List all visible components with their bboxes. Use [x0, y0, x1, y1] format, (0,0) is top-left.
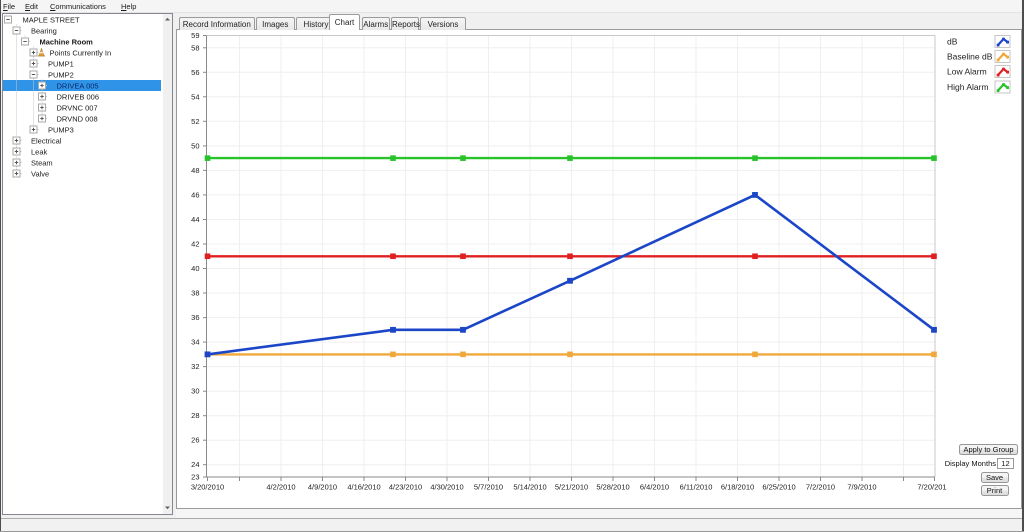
svg-text:34: 34	[191, 338, 199, 347]
svg-text:6/18/2010: 6/18/2010	[721, 483, 754, 492]
svg-text:4/9/2010: 4/9/2010	[308, 483, 337, 492]
svg-text:6/11/2010: 6/11/2010	[680, 483, 713, 492]
svg-text:4/16/2010: 4/16/2010	[347, 483, 380, 492]
svg-text:Baseline dB: Baseline dB	[947, 52, 993, 62]
svg-text:56: 56	[191, 68, 199, 77]
svg-text:46: 46	[191, 190, 199, 199]
svg-text:7/20/201: 7/20/201	[917, 483, 946, 492]
svg-text:6/25/2010: 6/25/2010	[762, 483, 795, 492]
svg-text:Electrical: Electrical	[31, 136, 62, 145]
svg-text:42: 42	[191, 240, 199, 249]
svg-text:28: 28	[191, 411, 199, 420]
svg-text:5/21/2010: 5/21/2010	[555, 483, 588, 492]
svg-text:dB: dB	[947, 37, 958, 47]
svg-text:59: 59	[191, 31, 199, 40]
svg-text:26: 26	[191, 436, 199, 445]
svg-text:54: 54	[191, 92, 199, 101]
svg-text:36: 36	[191, 313, 199, 322]
svg-text:High Alarm: High Alarm	[947, 82, 989, 92]
svg-text:DRIVEA 005: DRIVEA 005	[57, 81, 99, 90]
svg-text:DRVND 008: DRVND 008	[57, 114, 98, 123]
svg-text:38: 38	[191, 289, 199, 298]
svg-text:32: 32	[191, 362, 199, 371]
svg-text:PUMP1: PUMP1	[48, 59, 74, 68]
svg-text:30: 30	[191, 387, 199, 396]
svg-text:Bearing: Bearing	[31, 26, 57, 35]
svg-text:5/14/2010: 5/14/2010	[513, 483, 546, 492]
svg-text:PUMP2: PUMP2	[48, 70, 74, 79]
svg-text:24: 24	[191, 460, 199, 469]
svg-text:4/2/2010: 4/2/2010	[266, 483, 295, 492]
svg-text:Low Alarm: Low Alarm	[947, 67, 987, 77]
svg-text:5/28/2010: 5/28/2010	[596, 483, 629, 492]
svg-text:44: 44	[191, 215, 199, 224]
svg-text:50: 50	[191, 141, 199, 150]
svg-text:48: 48	[191, 166, 199, 175]
svg-text:52: 52	[191, 117, 199, 126]
svg-text:MAPLE STREET: MAPLE STREET	[23, 15, 81, 24]
svg-text:58: 58	[191, 43, 199, 52]
svg-text:6/4/2010: 6/4/2010	[640, 483, 669, 492]
svg-text:Points Currently In: Points Currently In	[50, 48, 112, 57]
svg-text:40: 40	[191, 264, 199, 273]
svg-text:3/20/2010: 3/20/2010	[191, 483, 224, 492]
svg-text:5/7/2010: 5/7/2010	[474, 483, 503, 492]
svg-text:Machine Room: Machine Room	[40, 37, 94, 46]
svg-text:DRVNC 007: DRVNC 007	[57, 103, 98, 112]
svg-text:Valve: Valve	[31, 169, 49, 178]
svg-text:Leak: Leak	[31, 147, 48, 156]
svg-text:4/23/2010: 4/23/2010	[389, 483, 422, 492]
svg-text:Steam: Steam	[31, 158, 53, 167]
svg-text:DRIVEB 006: DRIVEB 006	[57, 92, 100, 101]
svg-text:7/2/2010: 7/2/2010	[806, 483, 835, 492]
svg-text:PUMP3: PUMP3	[48, 125, 74, 134]
svg-text:23: 23	[191, 473, 199, 482]
svg-text:4/30/2010: 4/30/2010	[430, 483, 463, 492]
svg-text:7/9/2010: 7/9/2010	[847, 483, 876, 492]
